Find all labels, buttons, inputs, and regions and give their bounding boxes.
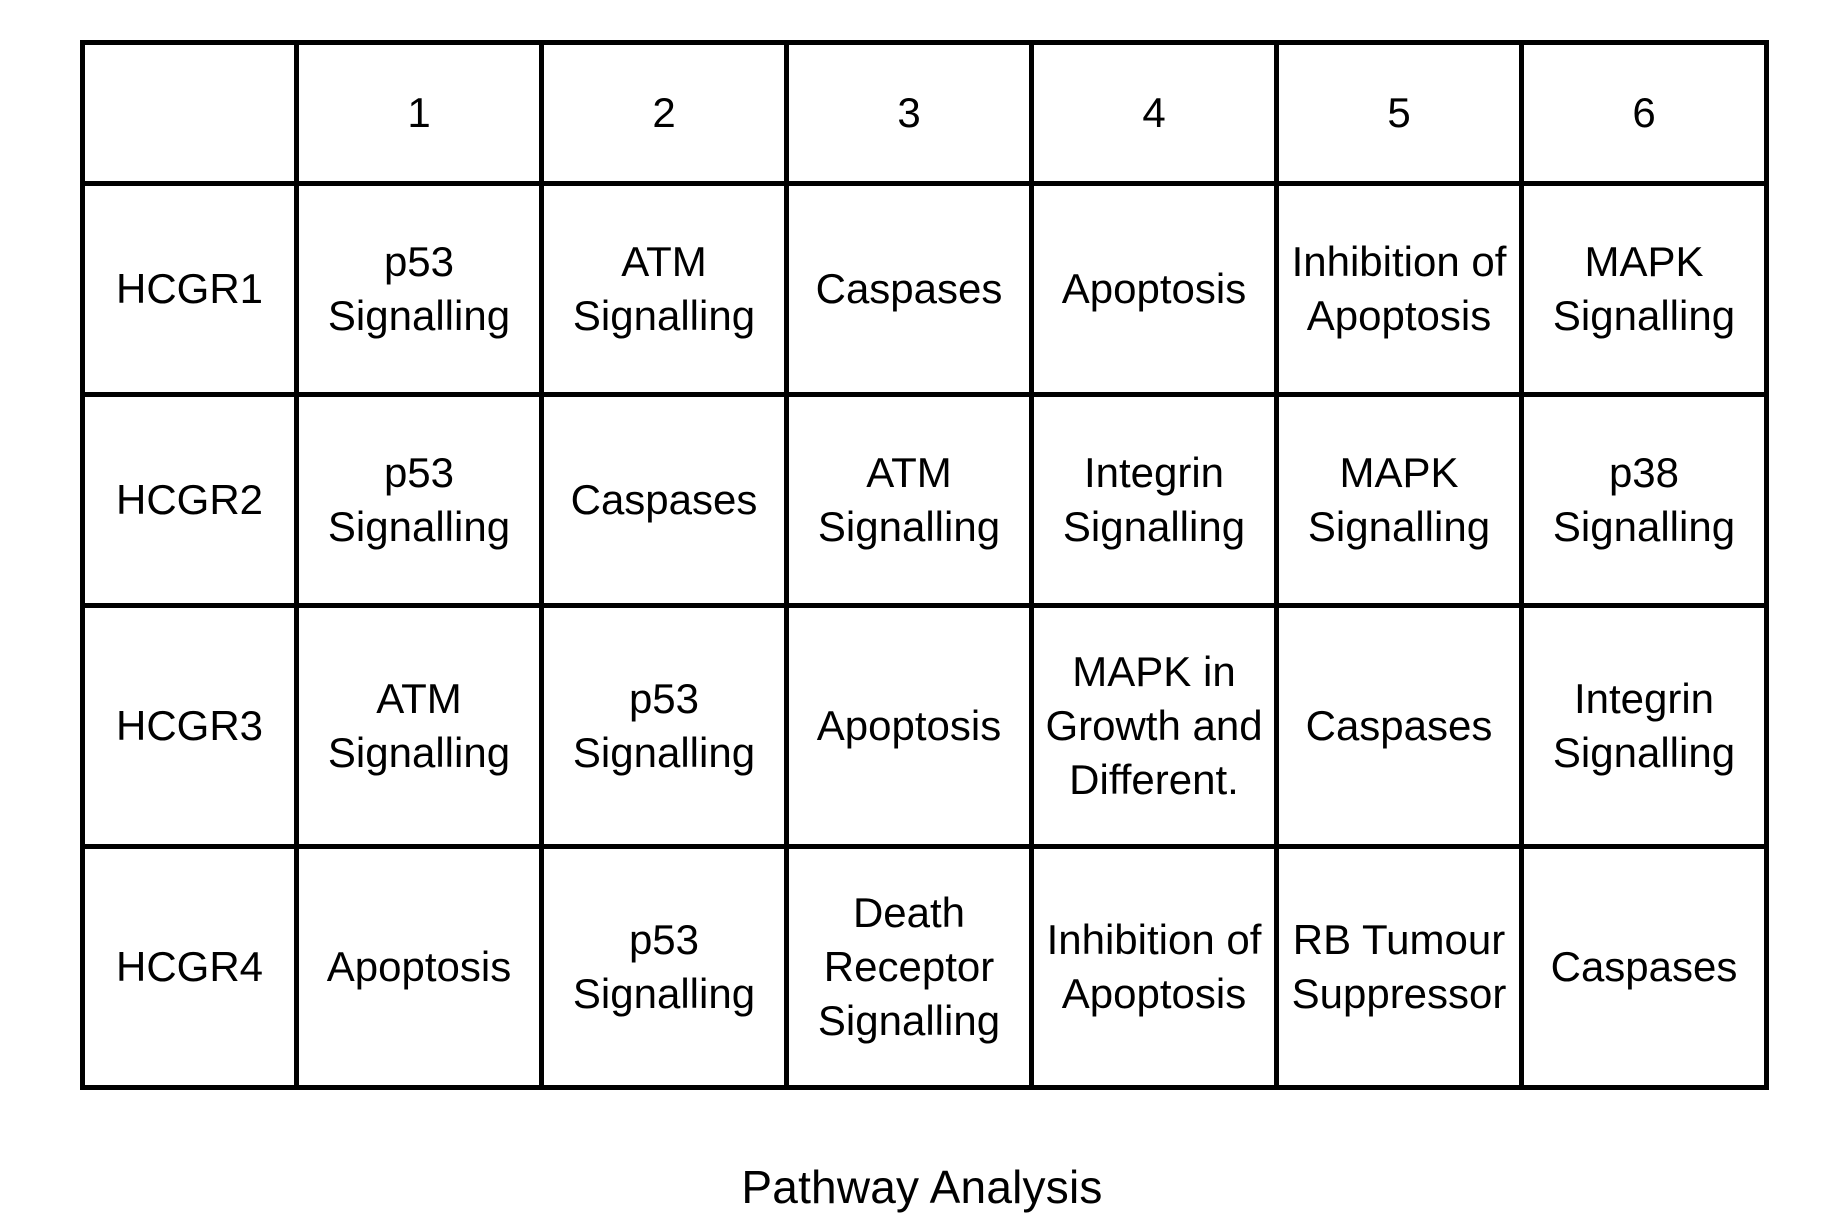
table-caption: Pathway Analysis [80,1160,1764,1214]
row-header-hcgr4: HCGR4 [83,847,297,1088]
cell: p53 Signalling [297,395,542,606]
table-row: HCGR3 ATM Signalling p53 Signalling Apop… [83,606,1767,847]
cell: ATM Signalling [297,606,542,847]
cell: Integrin Signalling [1522,606,1767,847]
pathway-analysis-container: 1 2 3 4 5 6 HCGR1 p53 Signalling ATM Sig… [80,40,1764,1214]
col-header-3: 3 [787,43,1032,184]
row-header-hcgr2: HCGR2 [83,395,297,606]
cell: MAPK in Growth and Different. [1032,606,1277,847]
cell: ATM Signalling [787,395,1032,606]
cell: ATM Signalling [542,184,787,395]
cell: Inhibition of Apoptosis [1277,184,1522,395]
cell: RB Tumour Suppressor [1277,847,1522,1088]
row-header-hcgr3: HCGR3 [83,606,297,847]
cell: Apoptosis [787,606,1032,847]
cell: p53 Signalling [542,847,787,1088]
col-header-blank [83,43,297,184]
cell: Death Receptor Signalling [787,847,1032,1088]
col-header-5: 5 [1277,43,1522,184]
cell: p53 Signalling [542,606,787,847]
cell: Caspases [1277,606,1522,847]
cell: MAPK Signalling [1277,395,1522,606]
cell: Apoptosis [1032,184,1277,395]
col-header-4: 4 [1032,43,1277,184]
table-row: HCGR4 Apoptosis p53 Signalling Death Rec… [83,847,1767,1088]
table-header-row: 1 2 3 4 5 6 [83,43,1767,184]
cell: p38 Signalling [1522,395,1767,606]
table-row: HCGR2 p53 Signalling Caspases ATM Signal… [83,395,1767,606]
cell: Caspases [542,395,787,606]
col-header-6: 6 [1522,43,1767,184]
pathway-table: 1 2 3 4 5 6 HCGR1 p53 Signalling ATM Sig… [80,40,1769,1090]
cell: MAPK Signalling [1522,184,1767,395]
col-header-2: 2 [542,43,787,184]
row-header-hcgr1: HCGR1 [83,184,297,395]
col-header-1: 1 [297,43,542,184]
cell: Apoptosis [297,847,542,1088]
cell: Inhibition of Apoptosis [1032,847,1277,1088]
cell: Caspases [787,184,1032,395]
cell: Caspases [1522,847,1767,1088]
cell: p53 Signalling [297,184,542,395]
cell: Integrin Signalling [1032,395,1277,606]
table-row: HCGR1 p53 Signalling ATM Signalling Casp… [83,184,1767,395]
